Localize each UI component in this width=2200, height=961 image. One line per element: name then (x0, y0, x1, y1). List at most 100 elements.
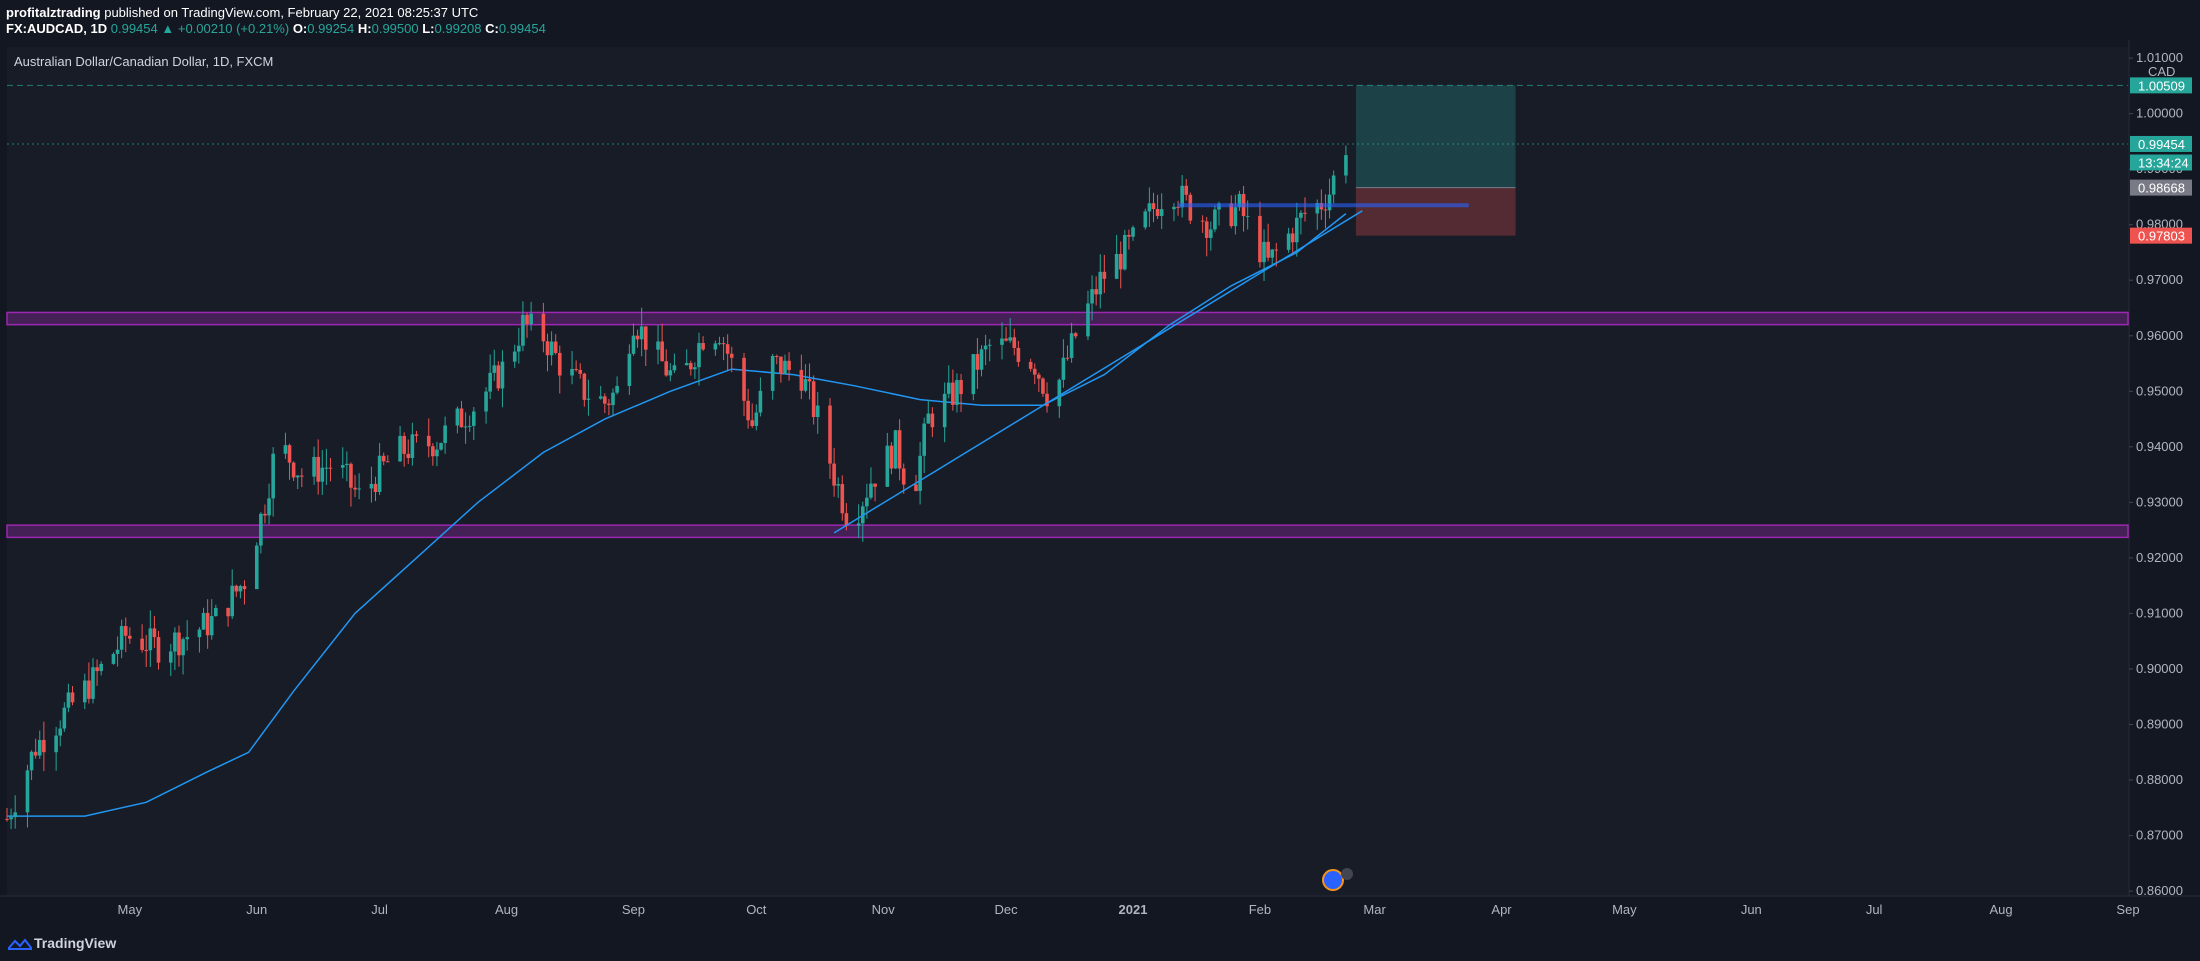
candle-body (922, 423, 926, 456)
candle-body (787, 360, 791, 370)
candle-body (627, 353, 632, 386)
candle-body (115, 649, 120, 654)
candle-body (758, 390, 763, 413)
candle-body (525, 314, 529, 325)
candle-body (1045, 393, 1049, 407)
candle-body (1180, 185, 1184, 208)
trendline (833, 210, 1363, 534)
candle-body (611, 392, 615, 406)
candle-body (1270, 249, 1275, 258)
candle-body (62, 707, 67, 729)
candles (5, 145, 1348, 830)
candle-body (500, 361, 505, 389)
candle-body (128, 635, 132, 639)
support-zone (6, 524, 2129, 539)
candle-body (807, 379, 812, 382)
candle-body (586, 398, 591, 400)
candle-body (643, 326, 648, 350)
candle-body (377, 455, 382, 493)
candle-body (295, 475, 300, 478)
candle-body (1057, 379, 1062, 407)
price-tick-label: 1.01000 (2136, 50, 2183, 65)
time-tick-label: Jun (246, 902, 267, 917)
candle-body (1344, 155, 1348, 176)
time-tick-label: Jun (1741, 902, 1762, 917)
candle-body (156, 637, 161, 663)
time-tick-label: Nov (872, 902, 896, 917)
candle-body (1061, 357, 1066, 380)
candle-body (316, 456, 320, 482)
earth-icon[interactable] (1322, 869, 1344, 891)
candle-body (1004, 338, 1008, 341)
time-tick-label: 2021 (1119, 902, 1148, 917)
chart-pane[interactable] (7, 47, 2128, 895)
tradingview-logo-icon[interactable] (8, 937, 32, 951)
candle-body (340, 465, 345, 468)
candle-body (214, 607, 218, 617)
candle-body (1233, 207, 1238, 227)
candle-body (664, 361, 669, 376)
candle-body (1290, 233, 1295, 243)
candle-body (1086, 303, 1090, 337)
price-tick-label: 0.94000 (2136, 439, 2183, 454)
candle-body (209, 616, 214, 636)
long-position[interactable] (7, 84, 2128, 236)
open-value: 0.99254 (307, 21, 355, 36)
candle-body (230, 585, 235, 617)
candle-body (1327, 194, 1332, 211)
candle-body (492, 365, 497, 373)
candle-body (144, 649, 149, 651)
candle-body (754, 412, 759, 426)
event-badge[interactable] (1341, 868, 1353, 880)
time-tick-label: Oct (746, 902, 767, 917)
candle-body (742, 357, 746, 401)
candle-body (37, 739, 42, 756)
candle-body (549, 341, 554, 356)
candle-body (869, 483, 873, 498)
author-name[interactable]: profitalztrading (6, 5, 101, 20)
price-tag-label: 0.99454 (2138, 137, 2185, 152)
price-tick-label: 0.86000 (2136, 883, 2183, 898)
candle-body (234, 585, 239, 592)
symbol-label: FX:AUDCAD, 1D (6, 21, 108, 36)
candle-body (803, 379, 808, 391)
candle-body (811, 381, 816, 418)
candle-body (439, 443, 443, 450)
price-tag-box (2130, 227, 2192, 244)
price-chart[interactable]: 1.010001.000000.990000.980000.970000.960… (0, 0, 2200, 925)
candle-body (1172, 206, 1176, 210)
time-axis[interactable]: May Jun Jul Aug Sep Oct Nov Dec 2021 Feb Mar Apr May… (118, 902, 2140, 917)
candle-body (406, 453, 411, 458)
candle-body (1147, 203, 1152, 212)
drawings[interactable] (833, 203, 1469, 534)
candle-body (373, 483, 378, 493)
candle-body (684, 363, 689, 366)
candle-body (1258, 215, 1262, 263)
candle-body (1016, 347, 1021, 362)
tradingview-brand[interactable]: TradingView (34, 935, 117, 951)
candle-body (918, 455, 922, 491)
candle-body (1299, 212, 1303, 218)
candle-body (254, 545, 259, 590)
candle-body (631, 335, 636, 354)
candle-body (1098, 271, 1103, 295)
close-label: C: (485, 21, 499, 36)
candle-body (33, 751, 38, 756)
candle-body (1204, 221, 1209, 238)
candle-body (517, 345, 521, 352)
price-axis[interactable]: 1.010001.000000.990000.980000.970000.960… (2129, 50, 2183, 898)
time-tick-label: Aug (1989, 902, 2012, 917)
candle-body (930, 413, 935, 428)
event-markers[interactable] (1322, 868, 1353, 891)
candle-body (66, 692, 71, 708)
candle-body (1127, 234, 1131, 237)
candle-body (946, 382, 951, 394)
candle-body (1032, 368, 1037, 375)
candle-body (91, 667, 95, 699)
candle-body (205, 612, 210, 636)
price-tick-label: 0.91000 (2136, 605, 2183, 620)
low-label: L: (422, 21, 435, 36)
candle-body (320, 467, 325, 482)
candle-body (828, 405, 832, 464)
time-tick-label: Sep (622, 902, 645, 917)
